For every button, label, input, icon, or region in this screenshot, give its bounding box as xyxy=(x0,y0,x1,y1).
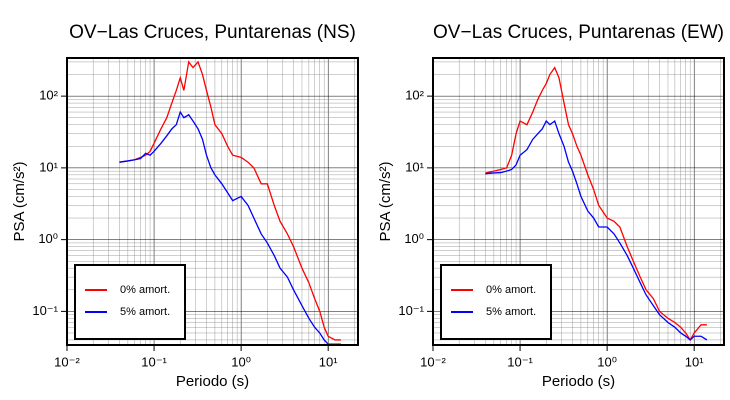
plot-frame xyxy=(66,57,359,346)
legend-box xyxy=(440,264,552,340)
chart-title: OV−Las Cruces, Puntarenas (EW) xyxy=(433,22,724,43)
series-line xyxy=(485,119,708,341)
y-tick-label: 10⁻¹ xyxy=(398,303,424,318)
y-axis-label: PSA (cm/s²) xyxy=(377,161,394,241)
legend-box xyxy=(74,264,186,340)
y-tick-label: 10⁻¹ xyxy=(32,303,58,318)
y-tick-label: 10² xyxy=(405,88,424,103)
x-tick-label: 10⁰ xyxy=(597,354,617,369)
legend-label: 0% amort. xyxy=(486,284,536,296)
x-tick-label: 10⁻² xyxy=(420,354,446,369)
y-tick-label: 10¹ xyxy=(39,159,58,174)
chart-title: OV−Las Cruces, Puntarenas (NS) xyxy=(69,22,356,43)
x-axis-label: Periodo (s) xyxy=(542,373,615,390)
x-tick-label: 10⁰ xyxy=(231,354,251,369)
x-tick-label: 10⁻² xyxy=(54,354,80,369)
x-tick-label: 10¹ xyxy=(685,354,704,369)
chart: OV−Las Cruces, Puntarenas (NS) Periodo (s… xyxy=(11,22,359,390)
y-tick-label: 10¹ xyxy=(405,159,424,174)
series-line xyxy=(119,110,341,345)
x-axis-label: Periodo (s) xyxy=(176,373,249,390)
chart: OV−Las Cruces, Puntarenas (EW) Periodo (s… xyxy=(377,22,725,390)
y-tick-label: 10⁰ xyxy=(38,231,58,246)
plot-frame xyxy=(432,57,725,346)
y-tick-label: 10² xyxy=(39,88,58,103)
legend-label: 5% amort. xyxy=(486,306,536,318)
legend-label: 0% amort. xyxy=(120,284,170,296)
y-tick-label: 10⁰ xyxy=(404,231,424,246)
series-line xyxy=(119,60,341,341)
x-tick-label: 10¹ xyxy=(319,354,338,369)
x-tick-label: 10⁻¹ xyxy=(141,354,167,369)
series-line xyxy=(485,66,707,342)
y-axis-label: PSA (cm/s²) xyxy=(11,161,28,241)
x-tick-label: 10⁻¹ xyxy=(507,354,533,369)
legend-label: 5% amort. xyxy=(120,306,170,318)
